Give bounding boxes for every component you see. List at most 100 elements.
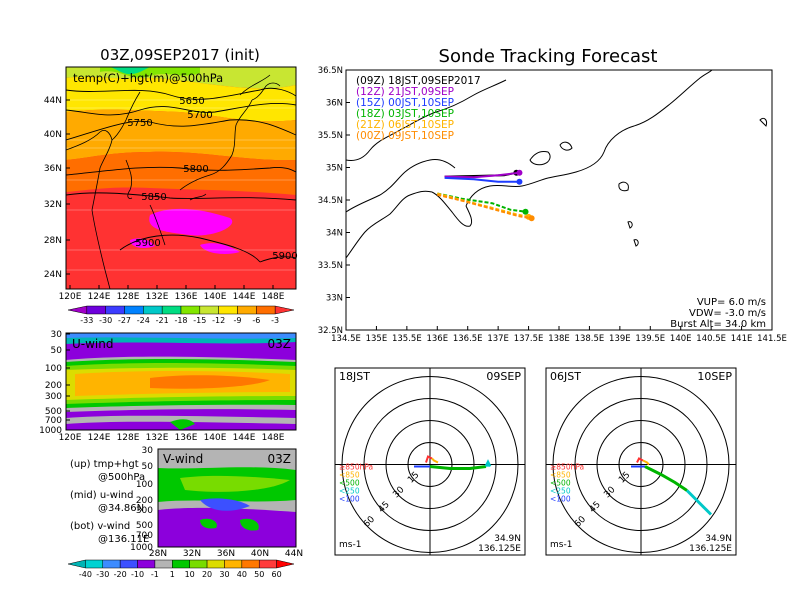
lon-tick-label: 136E (426, 334, 448, 344)
hodo-jst: 06JST (550, 370, 581, 383)
note-mid-2: @34.86N (98, 503, 144, 514)
legend-entry: (12Z) 21JST,09SEP (356, 86, 454, 98)
hodo-trace (425, 455, 433, 463)
contour-label: 5850 (141, 192, 166, 203)
colorbar-label: -10 (131, 570, 144, 579)
legend-entry: (00Z) 09JST,10SEP (356, 130, 454, 142)
lon-tick-label: 132E (146, 292, 169, 302)
track-endpoint (522, 208, 529, 215)
colorbar-label: -15 (193, 316, 206, 325)
colorbar-swatch (218, 305, 238, 315)
colorbar-label: -40 (79, 570, 92, 579)
hodo-unit: ms-1 (550, 540, 572, 550)
lat-tick-label: 33N (326, 294, 343, 304)
lat-tick-label: 40N (251, 549, 269, 559)
lat-tick-label: 32.5N (318, 326, 343, 336)
hodo-lat: 34.9N (494, 534, 521, 544)
colorbar-swatch (276, 559, 295, 569)
pressure-tick-label: 700 (45, 416, 62, 426)
hodo-jst: 18JST (339, 370, 370, 383)
pressure-tick-label: 1000 (130, 543, 153, 553)
lon-tick-label: 132E (146, 433, 169, 443)
colorbar-swatch (256, 305, 276, 315)
track-lon-ticks: 134.5E 135E 135.5E 136E 136.5E 137E 137.5E 138E… (331, 326, 787, 344)
colorbar-swatch (102, 559, 121, 569)
contour-label: 5800 (183, 164, 208, 175)
lon-tick-label: 128E (117, 292, 140, 302)
lon-tick-label: 124E (88, 433, 111, 443)
colorbar-swatch (85, 559, 104, 569)
colorbar-label: 1 (170, 570, 175, 579)
colorbar-label: 20 (202, 570, 212, 579)
contour-labels: 5650 5700 5750 5800 5850 5900 5900 (127, 96, 297, 262)
contour-label: 5900 (135, 238, 160, 249)
hodo-legend: <100 (550, 495, 571, 504)
vwind-label: V-wind (163, 452, 203, 466)
colorbar-label: 40 (237, 570, 247, 579)
legend-entry: (18Z) 03JST,10SEP (356, 108, 454, 120)
pressure-tick-label: 500 (45, 407, 62, 417)
hodo-lat: 34.9N (705, 534, 732, 544)
colorbar-swatch (119, 559, 138, 569)
legend-entry: (15Z) 00JST,10SEP (356, 97, 454, 109)
pressure-tick-label: 200 (45, 381, 62, 391)
colorbar-swatch (274, 305, 295, 315)
lat-tick-label: 28N (149, 549, 167, 559)
hodo-trace (642, 459, 650, 466)
burst-alt: Burst Alt= 34.0 km (670, 319, 766, 330)
lon-tick-label: 144E (233, 292, 256, 302)
lat-tick-label: 35.5N (318, 131, 343, 141)
init-title: 03Z,09SEP2017 (init) (100, 46, 260, 64)
temp-map (66, 67, 296, 289)
contour-label: 5750 (127, 118, 152, 129)
hodo-legend: ≥850hPa (339, 463, 373, 472)
pressure-tick-label: 50 (142, 462, 154, 472)
colorbar-swatch (143, 305, 163, 315)
track-line (444, 171, 520, 179)
lon-tick-label: 124E (88, 292, 111, 302)
hodo-legend: <100 (339, 495, 360, 504)
colorbar-label: -3 (271, 316, 279, 325)
hodo-trace (431, 457, 439, 464)
colorbar-label: -33 (80, 316, 93, 325)
hodo-date: 10SEP (697, 370, 732, 383)
lat-tick-label: 44N (44, 96, 62, 106)
temp-map-label: temp(C)+hgt(m)@500hPa (73, 71, 223, 85)
legend-entry: (21Z) 06JST,10SEP (356, 119, 454, 131)
track-line (437, 192, 526, 213)
lon-tick-label: 138.5E (575, 334, 605, 344)
colorbar-label: -1 (151, 570, 159, 579)
track-endpoint (516, 178, 523, 185)
temp-map-lon-ticks: 120E 124E 128E 132E 136E 140E 144E 148E (59, 285, 285, 302)
lon-tick-label: 148E (262, 292, 285, 302)
main-title: Sonde Tracking Forecast (439, 46, 658, 67)
pressure-tick-label: 300 (45, 392, 62, 402)
note-bot-1: (bot) v-wind (70, 521, 130, 532)
colorbar-label: -12 (212, 316, 225, 325)
lon-tick-label: 136E (175, 292, 198, 302)
lat-tick-label: 34.5N (318, 196, 343, 206)
contour-label: 5700 (187, 110, 212, 121)
lon-tick-label: 140E (670, 334, 692, 344)
uwind-frame (65, 332, 297, 431)
colorbar-swatch (241, 559, 260, 569)
panel-notes: (up) tmp+hgt @500hPa (mid) u-wind @34.86… (70, 459, 149, 545)
colorbar-swatch (258, 559, 277, 569)
track-line (437, 193, 532, 220)
vwind-frame (157, 448, 297, 548)
hodo-legend: <250 (339, 487, 360, 496)
lat-tick-label: 36N (326, 99, 343, 109)
lon-tick-label: 134.5E (331, 334, 361, 344)
contour-label: 5900 (272, 251, 297, 262)
hodo-trace (636, 457, 644, 463)
sonde-tracks (437, 169, 535, 222)
hodo-legend: <850 (550, 471, 571, 480)
vdw-value: VDW= -3.0 m/s (689, 308, 766, 319)
colorbar-swatch (224, 559, 243, 569)
lon-tick-label: 137E (487, 334, 509, 344)
lon-tick-label: 120E (59, 433, 82, 443)
vup-value: VUP= 6.0 m/s (697, 297, 766, 308)
pressure-tick-label: 200 (136, 496, 153, 506)
